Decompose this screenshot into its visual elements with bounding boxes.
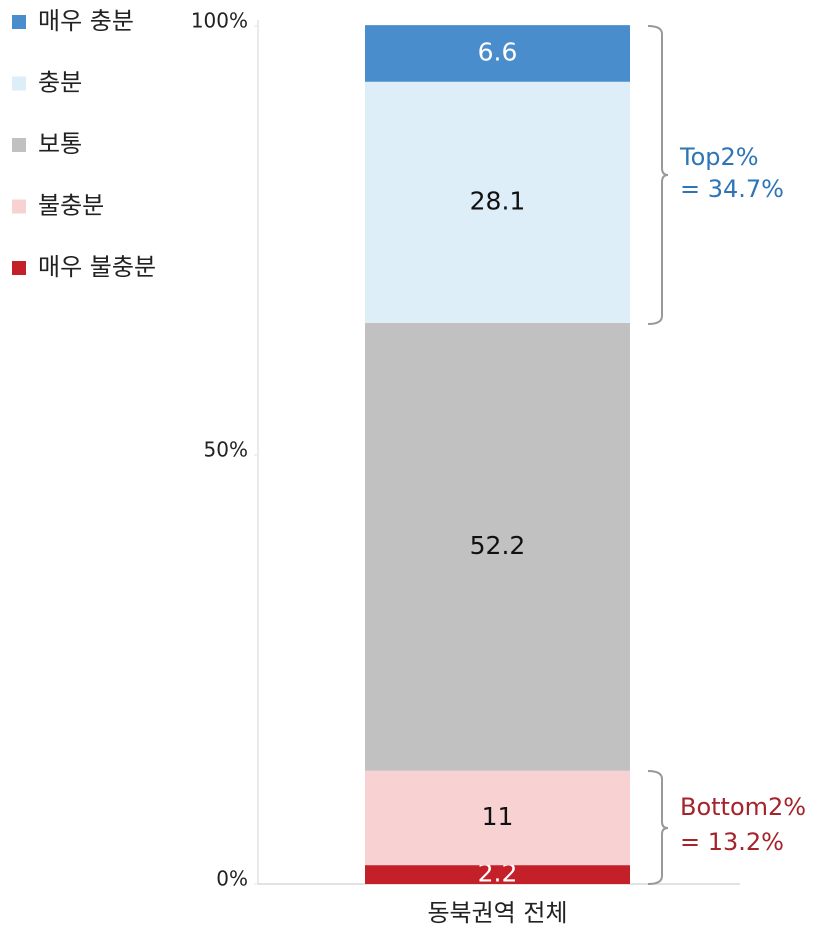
- legend-label: 매우 불충분: [38, 253, 156, 281]
- legend-swatch: [12, 199, 26, 214]
- bar-segment: [365, 865, 630, 884]
- legend-label: 보통: [38, 130, 82, 158]
- value-label: 52.2: [470, 531, 526, 560]
- legend-swatch: [12, 138, 26, 152]
- bar-segment: [365, 322, 630, 771]
- legend-label: 매우 충분: [38, 7, 134, 35]
- annotation: = 13.2%: [680, 828, 784, 856]
- annotation: Bottom2%: [680, 793, 806, 821]
- annotation: = 34.7%: [680, 175, 784, 203]
- legend-swatch: [12, 261, 26, 275]
- bar-segment: [365, 25, 630, 82]
- legend-swatch: [12, 76, 26, 91]
- value-label: 6.6: [478, 37, 518, 66]
- bottom-bracket: [647, 770, 669, 885]
- y-tick-label: 0%: [216, 867, 248, 891]
- legend-label: 불충분: [38, 192, 104, 220]
- bar-segment: [365, 770, 630, 866]
- legend-label: 충분: [38, 69, 82, 97]
- legend-swatch: [12, 15, 26, 29]
- y-tick-label: 50%: [204, 438, 248, 462]
- top-bracket: [647, 25, 669, 325]
- value-label: 28.1: [470, 186, 526, 215]
- annotation: Top2%: [679, 143, 759, 171]
- value-label: 11: [482, 802, 514, 831]
- y-tick-label: 100%: [191, 9, 248, 33]
- x-tick-label: 동북권역 전체: [427, 899, 567, 927]
- bar-segment: [365, 81, 630, 323]
